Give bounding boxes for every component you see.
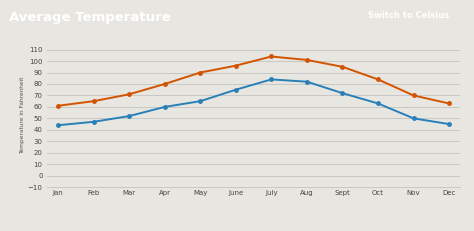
Text: Average Temperature: Average Temperature [9,11,170,24]
Y-axis label: Temperature in Fahrenheit: Temperature in Fahrenheit [20,77,25,154]
Text: Switch to Celsius: Switch to Celsius [368,11,449,20]
